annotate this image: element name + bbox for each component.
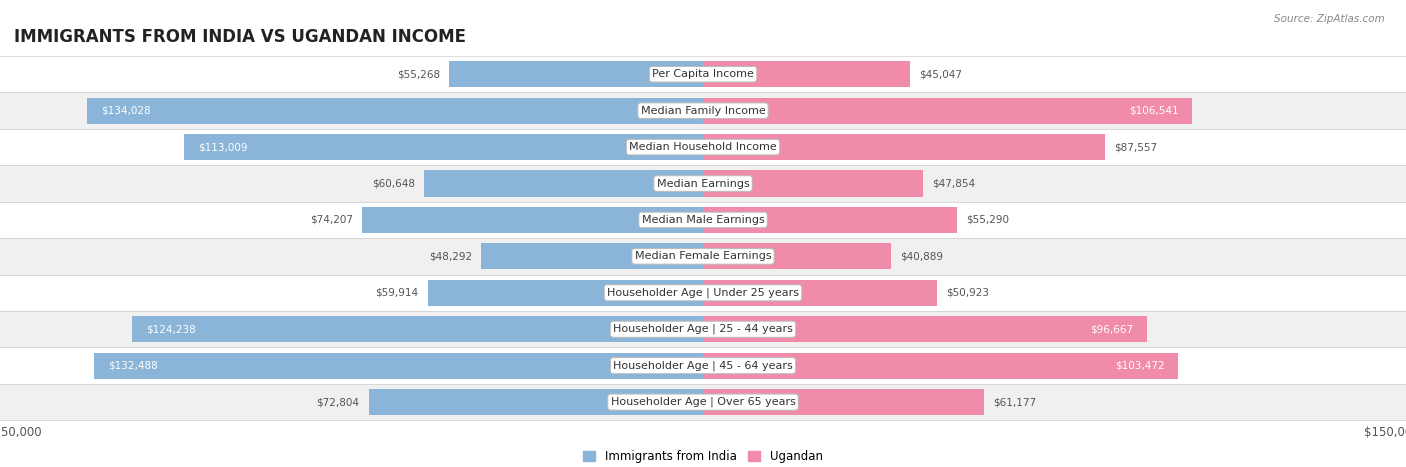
Text: Source: ZipAtlas.com: Source: ZipAtlas.com	[1274, 14, 1385, 24]
Text: Median Family Income: Median Family Income	[641, 106, 765, 116]
Text: Householder Age | Over 65 years: Householder Age | Over 65 years	[610, 397, 796, 407]
Bar	[0, 347, 1406, 384]
Text: Median Earnings: Median Earnings	[657, 178, 749, 189]
Text: $45,047: $45,047	[920, 69, 962, 79]
Bar	[425, 170, 703, 197]
Text: Median Male Earnings: Median Male Earnings	[641, 215, 765, 225]
Bar	[0, 202, 1406, 238]
Text: $106,541: $106,541	[1129, 106, 1178, 116]
Bar	[703, 243, 891, 269]
Bar	[703, 207, 957, 233]
Text: Householder Age | 45 - 64 years: Householder Age | 45 - 64 years	[613, 361, 793, 371]
Bar	[703, 280, 936, 306]
Text: $124,238: $124,238	[146, 324, 195, 334]
Bar	[363, 207, 703, 233]
Bar	[94, 353, 703, 379]
Bar	[703, 353, 1178, 379]
Bar	[427, 280, 703, 306]
Text: $113,009: $113,009	[198, 142, 247, 152]
Text: $134,028: $134,028	[101, 106, 150, 116]
Text: $72,804: $72,804	[316, 397, 360, 407]
Text: $87,557: $87,557	[1115, 142, 1157, 152]
Text: $47,854: $47,854	[932, 178, 976, 189]
Text: $103,472: $103,472	[1115, 361, 1164, 371]
Text: Median Household Income: Median Household Income	[628, 142, 778, 152]
Bar	[368, 389, 703, 415]
Text: $59,914: $59,914	[375, 288, 419, 298]
Bar	[0, 384, 1406, 420]
Bar	[0, 56, 1406, 92]
Bar	[703, 170, 922, 197]
Bar	[0, 165, 1406, 202]
Bar	[0, 92, 1406, 129]
Bar	[87, 98, 703, 124]
Text: Per Capita Income: Per Capita Income	[652, 69, 754, 79]
Bar	[703, 98, 1192, 124]
Text: Householder Age | Under 25 years: Householder Age | Under 25 years	[607, 288, 799, 298]
Text: $132,488: $132,488	[108, 361, 157, 371]
Text: IMMIGRANTS FROM INDIA VS UGANDAN INCOME: IMMIGRANTS FROM INDIA VS UGANDAN INCOME	[14, 28, 465, 46]
Legend: Immigrants from India, Ugandan: Immigrants from India, Ugandan	[579, 445, 827, 467]
Bar	[703, 61, 910, 87]
Bar	[481, 243, 703, 269]
Text: $50,923: $50,923	[946, 288, 988, 298]
Text: Median Female Earnings: Median Female Earnings	[634, 251, 772, 262]
Bar	[703, 134, 1105, 160]
Text: $55,290: $55,290	[966, 215, 1010, 225]
Text: $61,177: $61,177	[993, 397, 1036, 407]
Bar	[132, 316, 703, 342]
Text: $96,667: $96,667	[1090, 324, 1133, 334]
Bar	[0, 238, 1406, 275]
Bar	[703, 389, 984, 415]
Text: $74,207: $74,207	[309, 215, 353, 225]
Text: $60,648: $60,648	[373, 178, 415, 189]
Bar	[0, 311, 1406, 347]
Text: Householder Age | 25 - 44 years: Householder Age | 25 - 44 years	[613, 324, 793, 334]
Text: $48,292: $48,292	[429, 251, 472, 262]
Bar	[449, 61, 703, 87]
Bar	[0, 129, 1406, 165]
Bar	[703, 316, 1147, 342]
Bar	[184, 134, 703, 160]
Bar	[0, 275, 1406, 311]
Text: $55,268: $55,268	[396, 69, 440, 79]
Text: $40,889: $40,889	[900, 251, 943, 262]
